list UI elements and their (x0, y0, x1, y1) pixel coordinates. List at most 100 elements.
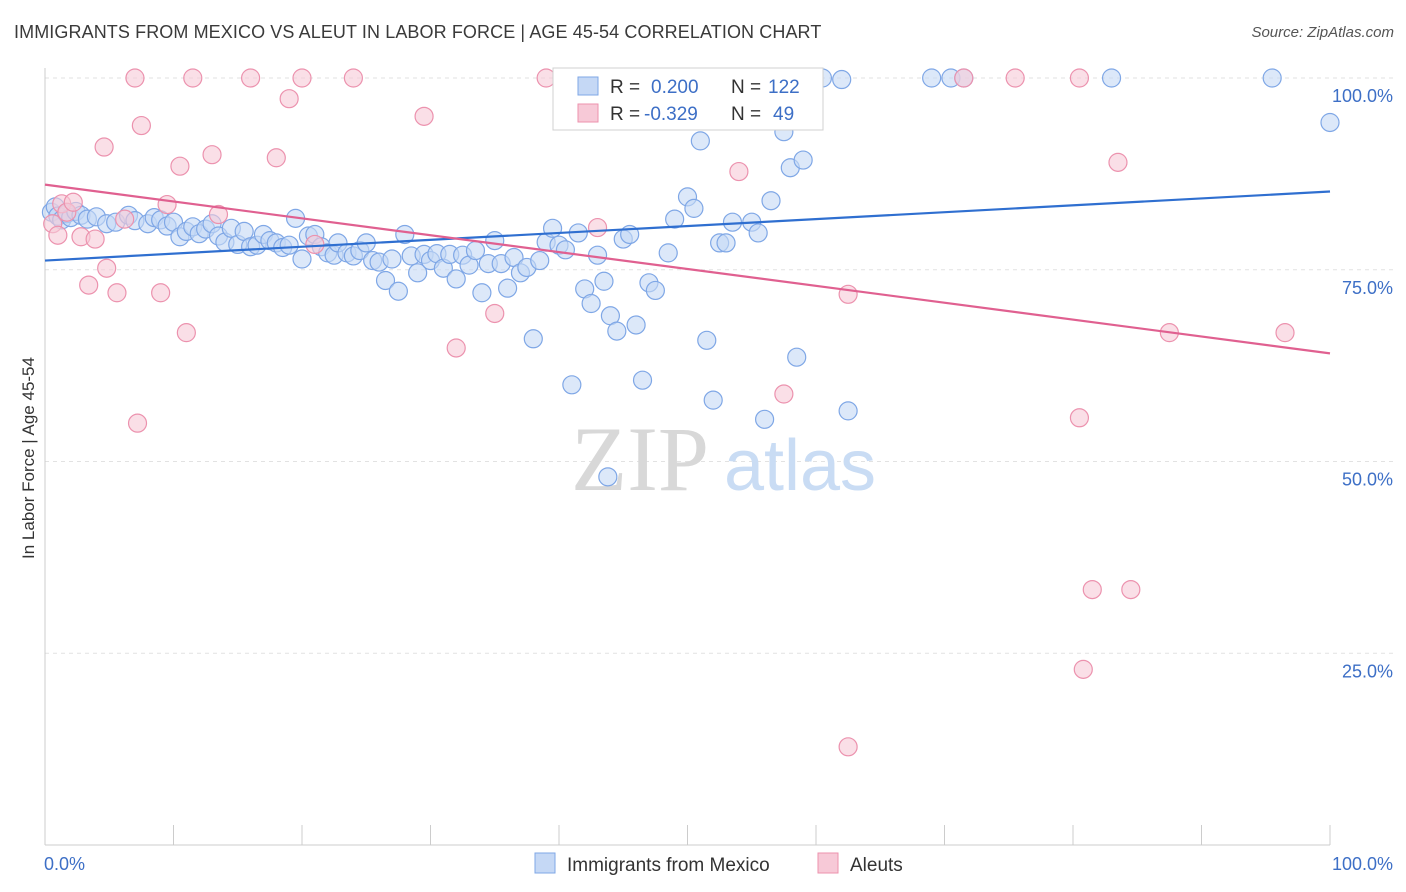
data-point-series-0 (690, 131, 710, 151)
legend-n-value-1: 122 (768, 77, 800, 98)
data-point-series-1 (729, 161, 749, 182)
data-point-series-0 (658, 243, 678, 263)
data-point-series-1 (774, 384, 794, 404)
bottom-legend-swatch-aleuts (817, 852, 839, 874)
bottom-legend-label-aleuts: Aleuts (850, 855, 903, 876)
data-point-series-1 (266, 148, 286, 168)
data-point-series-1 (131, 115, 151, 136)
data-point-series-0 (716, 233, 736, 253)
data-point-series-1 (343, 68, 363, 88)
watermark-zip: ZIP (571, 408, 709, 510)
axes (44, 68, 1331, 846)
data-point-series-0 (523, 329, 543, 349)
grid-lines: 100.0% 75.0% 50.0% 25.0% (45, 77, 1393, 681)
data-point-series-1 (1121, 579, 1141, 600)
data-point-series-1 (157, 194, 177, 215)
data-point-series-0 (793, 150, 813, 170)
y-axis-title: In Labor Force | Age 45-54 (19, 357, 38, 559)
data-point-series-0 (587, 245, 608, 265)
data-point-series-1 (94, 137, 114, 157)
legend-swatch-mexico (577, 76, 599, 96)
data-point-series-0 (838, 401, 858, 421)
bottom-legend: Immigrants from Mexico Aleuts (534, 852, 903, 876)
data-point-series-1 (414, 106, 434, 126)
trend-lines (44, 183, 1331, 355)
trend-line-series-1 (44, 183, 1331, 355)
legend-swatch-aleuts (577, 103, 599, 123)
data-point-series-1 (536, 68, 556, 88)
data-point-series-1 (1082, 579, 1102, 600)
data-point-series-0 (703, 390, 723, 410)
data-point-series-0 (697, 330, 717, 350)
legend-r-label-2: R = (610, 104, 640, 125)
data-point-series-1 (115, 209, 135, 229)
top-legend: R = 0.200 N = 122 R = -0.329 N = 49 (552, 67, 824, 131)
data-point-series-0 (292, 249, 312, 269)
data-point-series-0 (832, 69, 852, 90)
data-point-series-0 (498, 278, 518, 298)
data-point-series-0 (1320, 112, 1340, 133)
chart-source: Source: ZipAtlas.com (1251, 24, 1394, 41)
data-point-series-0 (388, 281, 408, 301)
data-point-series-0 (446, 269, 466, 289)
watermark: ZIP atlas (571, 408, 876, 510)
data-point-series-0 (581, 293, 601, 314)
bottom-legend-label-mexico: Immigrants from Mexico (567, 855, 770, 876)
data-point-series-1 (125, 68, 145, 88)
data-point-series-0 (485, 231, 505, 251)
data-point-series-0 (787, 347, 807, 367)
data-point-series-0 (382, 249, 402, 269)
legend-n-value-2: 49 (773, 104, 794, 125)
data-point-series-1 (838, 284, 858, 304)
legend-n-label-1: N = (731, 77, 761, 98)
data-point-series-1 (446, 338, 466, 358)
data-point-series-0 (279, 235, 299, 255)
data-point-series-1 (183, 68, 203, 88)
bottom-legend-swatch-mexico (534, 852, 556, 874)
y-tick-label: 100.0% (1332, 86, 1393, 106)
legend-r-value-2: -0.329 (644, 104, 698, 125)
data-point-series-0 (626, 315, 646, 335)
data-point-series-1 (107, 283, 127, 303)
data-point-series-1 (485, 303, 505, 324)
data-point-series-0 (1101, 68, 1122, 88)
data-point-series-1 (63, 192, 83, 212)
data-point-series-1 (48, 225, 68, 245)
data-point-series-0 (530, 250, 550, 271)
data-point-series-1 (1069, 408, 1090, 428)
watermark-atlas: atlas (724, 426, 876, 506)
data-point-series-0 (562, 375, 582, 395)
data-point-series-0 (594, 271, 614, 291)
data-point-series-1 (1069, 68, 1090, 88)
chart-title: IMMIGRANTS FROM MEXICO VS ALEUT IN LABOR… (14, 22, 822, 42)
x-tick-label-left: 0.0% (44, 854, 85, 874)
data-point-series-1 (170, 156, 190, 176)
data-point-series-0 (645, 280, 665, 301)
data-point-series-1 (151, 283, 171, 303)
data-point-series-1 (79, 275, 99, 295)
data-point-series-0 (665, 209, 685, 229)
data-point-series-0 (748, 223, 768, 243)
y-tick-label: 75.0% (1342, 278, 1393, 298)
data-point-series-0 (922, 68, 942, 88)
data-point-series-1 (305, 234, 325, 255)
data-point-series-1 (954, 68, 974, 88)
data-point-series-0 (1262, 68, 1282, 88)
x-tick-label-right: 100.0% (1332, 854, 1393, 874)
data-point-series-0 (375, 270, 396, 291)
data-point-series-1 (1108, 152, 1128, 172)
data-point-series-1 (279, 89, 299, 109)
data-point-series-0 (555, 240, 576, 260)
data-point-series-1 (838, 737, 858, 757)
trend-line-series-0 (44, 190, 1331, 262)
data-points (41, 68, 1340, 757)
data-point-series-1 (292, 68, 312, 88)
data-point-series-1 (202, 145, 222, 165)
data-point-series-0 (395, 224, 415, 245)
data-point-series-1 (176, 323, 196, 343)
data-point-series-1 (1275, 323, 1295, 343)
data-point-series-0 (632, 370, 653, 390)
data-point-series-1 (208, 204, 229, 225)
data-point-series-0 (598, 467, 618, 487)
